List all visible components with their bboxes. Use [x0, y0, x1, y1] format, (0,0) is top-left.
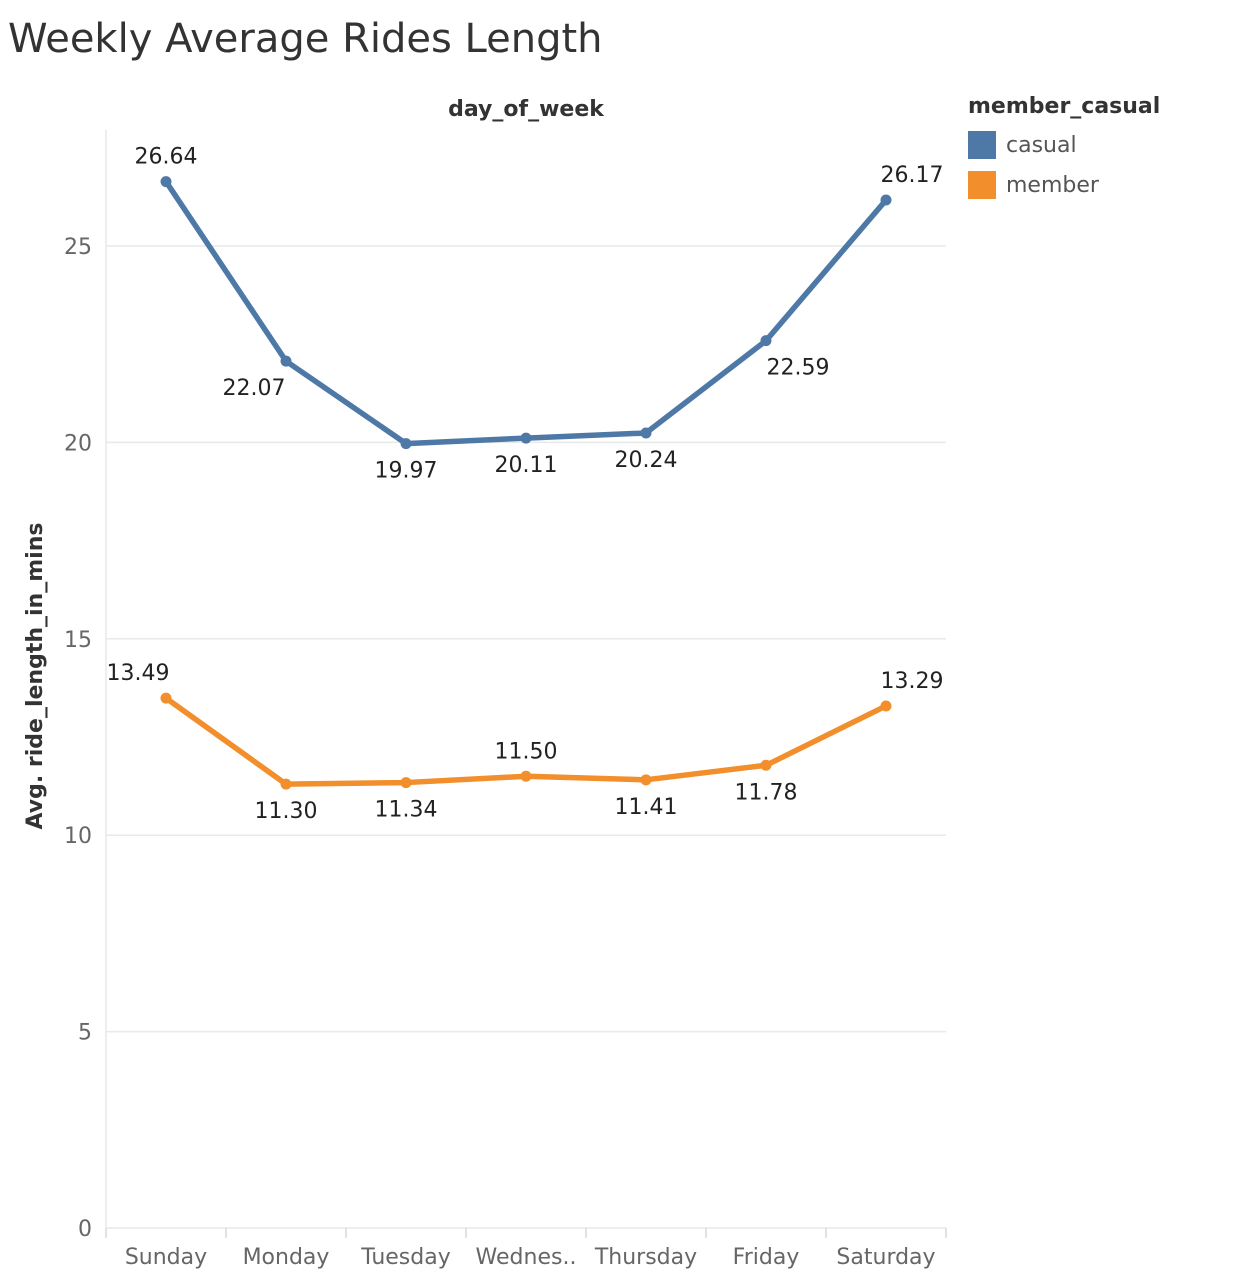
data-point-member	[640, 774, 652, 786]
data-label-casual: 26.17	[881, 163, 944, 188]
data-label-member: 13.29	[881, 669, 944, 694]
data-label-layer: 26.64 22.07 19.97 20.11 20.24 22.59 26.17 13.49…	[107, 145, 944, 825]
x-tick-label: Saturday	[836, 1245, 935, 1270]
legend: member_casual casual member	[968, 94, 1160, 205]
x-tick-label: Wednes..	[476, 1245, 577, 1270]
data-point-casual	[280, 355, 292, 367]
data-point-casual	[880, 194, 892, 206]
data-label-casual: 20.24	[615, 448, 678, 473]
y-tick-label: 15	[64, 628, 92, 653]
data-point-casual	[520, 432, 532, 444]
data-label-casual: 20.11	[495, 453, 558, 478]
series-line-casual	[163, 178, 889, 447]
data-label-casual: 26.64	[135, 145, 198, 170]
chart-title: Weekly Average Rides Length	[8, 16, 603, 62]
data-label-member: 11.34	[375, 798, 438, 823]
axis-layer: 0 5 10 15 20 25 Sunday Monday Tuesday Wednes.. Thu…	[23, 97, 947, 1270]
data-point-casual	[160, 176, 172, 188]
series-layer	[160, 176, 892, 790]
x-axis-title: day_of_week	[448, 97, 605, 122]
data-point-casual	[640, 427, 652, 439]
x-tick-label: Thursday	[594, 1245, 697, 1270]
y-tick-label: 0	[78, 1217, 92, 1242]
data-label-member: 13.49	[107, 661, 170, 686]
data-label-member: 11.30	[255, 799, 318, 824]
x-tick-label: Monday	[243, 1245, 330, 1270]
legend-title: member_casual	[968, 94, 1161, 119]
data-point-member	[400, 777, 412, 789]
data-label-casual: 19.97	[375, 459, 438, 484]
data-point-casual	[760, 335, 772, 347]
legend-swatch-member	[968, 171, 996, 199]
legend-item-casual[interactable]: casual	[968, 125, 1160, 165]
data-point-member	[160, 692, 172, 704]
data-label-member: 11.78	[735, 780, 798, 805]
legend-swatch-casual	[968, 131, 996, 159]
y-tick-label: 20	[64, 431, 92, 456]
y-axis-title: Avg. ride_length_in_mins	[23, 523, 48, 830]
legend-item-member[interactable]: member	[968, 165, 1160, 205]
y-tick-label: 25	[64, 235, 92, 260]
data-label-casual: 22.59	[767, 356, 830, 381]
x-tick-label: Tuesday	[360, 1245, 451, 1270]
x-tick-label: Friday	[733, 1245, 800, 1270]
y-tick-label: 10	[64, 824, 92, 849]
y-tick-label: 5	[78, 1021, 92, 1046]
data-label-casual: 22.07	[223, 376, 286, 401]
data-point-member	[880, 700, 892, 712]
x-tick-label: Sunday	[125, 1245, 207, 1270]
data-point-casual	[400, 438, 412, 450]
data-point-member	[520, 770, 532, 782]
data-label-member: 11.50	[495, 739, 558, 764]
line-chart: 0 5 10 15 20 25 Sunday Monday Tuesday Wednes.. Thu…	[23, 97, 947, 1270]
data-label-member: 11.41	[615, 795, 678, 820]
legend-label-casual: casual	[1006, 132, 1077, 158]
legend-label-member: member	[1006, 172, 1099, 198]
data-point-member	[760, 759, 772, 771]
data-point-member	[280, 778, 292, 790]
